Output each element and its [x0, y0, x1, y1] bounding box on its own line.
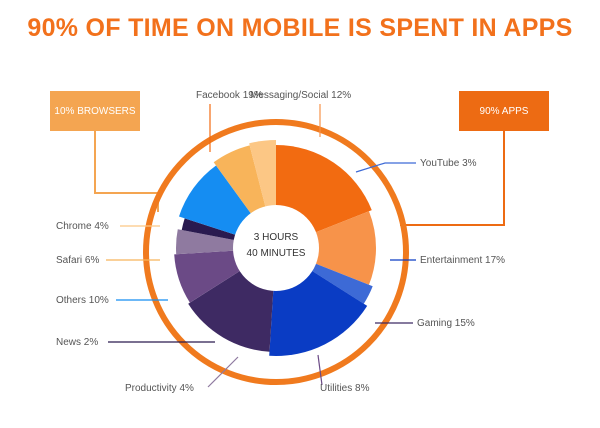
pie-slice-messaging-social — [276, 211, 377, 285]
leader-line-utilities — [317, 354, 323, 386]
slice-label-gaming: Gaming 15% — [417, 318, 475, 329]
center-text-hours: 3 HOURS — [254, 232, 299, 243]
slice-labels: Facebook 19%Messaging/Social 12% YouTube … — [56, 90, 505, 394]
center-text-minutes: 40 MINUTES — [247, 248, 306, 259]
slice-label-news: News 2% — [56, 337, 98, 348]
apps-callout-label: 90% APPS — [479, 105, 529, 117]
center-hole — [233, 205, 319, 291]
slice-label-others: Others 10% — [56, 295, 109, 306]
chart-title: 90% OF TIME ON MOBILE IS SPENT IN APPS — [27, 14, 573, 42]
leader-line-youtube — [355, 162, 416, 173]
browsers-connector — [94, 131, 159, 212]
slice-label-messaging-social: Messaging/Social 12% — [250, 90, 351, 101]
apps-callout-box: 90% APPS — [459, 91, 549, 131]
outer-ring — [143, 119, 409, 385]
browsers-callout-box: 10% BROWSERS — [50, 91, 140, 131]
slice-label-entertainment: Entertainment 17% — [420, 255, 505, 266]
slice-label-chrome: Chrome 4% — [56, 221, 109, 232]
browsers-callout-label: 10% BROWSERS — [54, 105, 136, 117]
slice-label-utilities: Utilities 8% — [320, 383, 370, 394]
slice-label-safari: Safari 6% — [56, 255, 99, 266]
slice-label-facebook: Facebook 19% — [196, 90, 263, 101]
leader-line-productivity — [207, 356, 239, 388]
slice-label-youtube: YouTube 3% — [420, 158, 477, 169]
apps-connector — [400, 131, 505, 226]
label-leader-lines — [106, 104, 416, 388]
slice-label-productivity: Productivity 4% — [125, 383, 194, 394]
